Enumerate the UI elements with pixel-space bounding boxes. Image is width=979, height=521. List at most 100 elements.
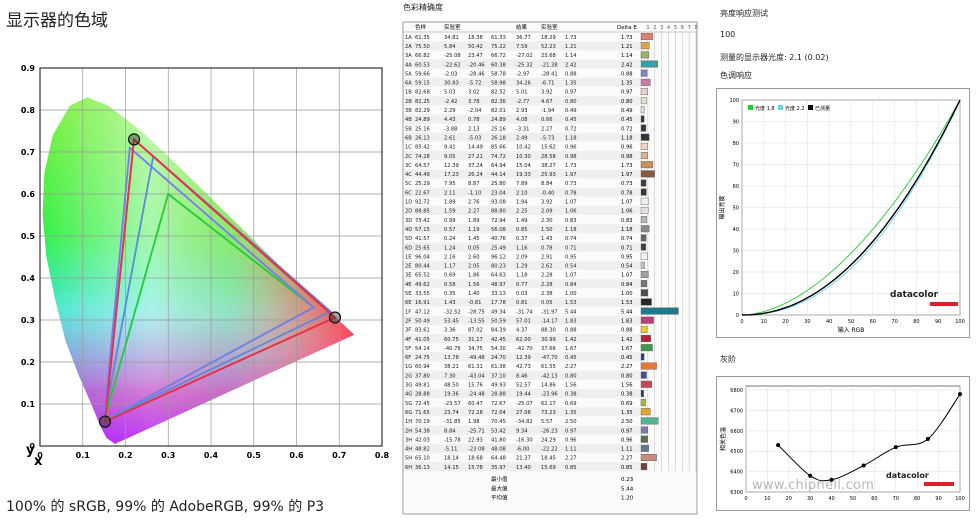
accuracy-cell: 9.05 — [444, 154, 456, 160]
accuracy-cell: -40.76 — [444, 346, 461, 352]
accuracy-scale-tick: 6 — [681, 25, 684, 31]
accuracy-cell: 54.38 — [415, 428, 430, 434]
accuracy-delta-e: 2.27 — [621, 364, 633, 370]
accuracy-bar — [640, 206, 649, 214]
accuracy-delta-e: 1.07 — [621, 200, 633, 206]
accuracy-cell: 34.75 — [468, 346, 483, 352]
gray-brand-bar — [924, 482, 954, 486]
accuracy-delta-e: 0.98 — [621, 154, 633, 160]
accuracy-delta-e: 0.71 — [621, 245, 633, 251]
accuracy-delta-e: 1.07 — [621, 273, 633, 279]
accuracy-row-bg — [404, 187, 640, 197]
accuracy-cell: 0.96 — [565, 145, 577, 151]
accuracy-cell: 92.72 — [415, 200, 430, 206]
accuracy-cell: 1.67 — [565, 346, 577, 352]
accuracy-cell: 48.82 — [415, 447, 430, 453]
accuracy-delta-e: 0.88 — [621, 328, 633, 334]
accuracy-cell: 2.38 — [541, 291, 553, 297]
accuracy-bar — [640, 362, 657, 370]
accuracy-cell: 8.84 — [541, 181, 553, 187]
accuracy-cell: 2.10 — [516, 190, 528, 196]
watermark: www.chiphell.com — [752, 478, 875, 493]
accuracy-cell: 72.94 — [491, 218, 507, 224]
accuracy-cell: 75.50 — [415, 44, 430, 50]
accuracy-cell: -0.81 — [468, 300, 481, 306]
accuracy-delta-e: 1.11 — [621, 447, 633, 453]
accuracy-cell: 1.59 — [444, 209, 456, 215]
tone-response-title: 色调响应 — [720, 71, 752, 80]
accuracy-cell: 28.58 — [541, 154, 556, 160]
cie-x-tick: 0.3 — [161, 451, 175, 460]
accuracy-row-bg — [404, 224, 640, 234]
accuracy-cell: 3E — [405, 273, 412, 279]
accuracy-cell: -2.03 — [444, 71, 457, 77]
accuracy-bar — [640, 179, 647, 187]
accuracy-cell: 1.24 — [444, 245, 456, 251]
accuracy-cell: 71.65 — [415, 410, 430, 416]
accuracy-cell: 42.45 — [491, 337, 506, 343]
color-accuracy-svg: 色样 实验室 结果 实验室 Delta E 1 2 3 4 5 6 7 8 1A 61.35 34.81 18.… — [402, 21, 698, 515]
cie-chart-svg: 0 0.1 0.2 0.3 0.4 0.5 0.6 0.7 0.8 0 0.1 0.2 0.3 0.4 0.… — [21, 64, 390, 469]
cie-y-tick: 0.3 — [21, 316, 35, 325]
accuracy-cell: 0.97 — [565, 428, 577, 434]
accuracy-cell: 6G — [405, 410, 412, 416]
accuracy-cell: 0.96 — [565, 437, 577, 443]
accuracy-row-bg — [404, 333, 640, 344]
accuracy-cell: 0.95 — [565, 254, 577, 260]
black-level-label: 测量的显示器光度: — [720, 53, 787, 62]
accuracy-cell: 27.08 — [516, 410, 531, 416]
accuracy-bar — [640, 97, 647, 105]
accuracy-cell: -1.94 — [541, 108, 555, 114]
gamut-measured — [103, 137, 337, 424]
accuracy-cell: 2.91 — [541, 254, 553, 260]
gray-x-tick: 70 — [893, 496, 899, 502]
accuracy-cell: 0.71 — [565, 245, 577, 251]
accuracy-cell: 1.07 — [565, 273, 577, 279]
accuracy-cell: 73.23 — [541, 410, 556, 416]
accuracy-cell: 3F — [405, 328, 411, 334]
accuracy-cell: 62.00 — [516, 337, 531, 343]
accuracy-cell: 2.09 — [516, 254, 528, 260]
accuracy-scale-tick: 2 — [653, 25, 656, 31]
accuracy-cell: 80.44 — [415, 264, 431, 270]
accuracy-cell: 93.08 — [491, 200, 506, 206]
accuracy-cell: 72.28 — [468, 410, 483, 416]
accuracy-cell: 6F — [405, 355, 411, 361]
accuracy-cell: 0.88 — [565, 71, 577, 77]
accuracy-cell: 18.38 — [468, 35, 483, 41]
accuracy-bar — [640, 33, 654, 41]
accuracy-cell: -2.77 — [516, 99, 529, 105]
measured-primary-marker — [98, 415, 112, 428]
accuracy-bar — [640, 353, 645, 361]
accuracy-cell: 1.43 — [541, 236, 553, 242]
accuracy-cell: 73.42 — [415, 218, 430, 224]
tone-response-svg: 0 10 20 30 40 50 60 70 80 90 100 0 10 20 30 40 50 60 70 80 9… — [716, 88, 970, 338]
accuracy-cell: 2.50 — [565, 419, 577, 425]
accuracy-cell: 5H — [405, 456, 412, 462]
gray-y-tick: 6500 — [730, 449, 743, 455]
accuracy-bar — [640, 389, 644, 397]
cie-frame — [39, 67, 383, 447]
accuracy-cell: 24.70 — [491, 355, 506, 361]
accuracy-cell: 10.30 — [516, 154, 531, 160]
accuracy-bar — [640, 454, 657, 461]
accuracy-bar — [640, 371, 647, 379]
tone-brand: datacolor — [890, 290, 939, 300]
accuracy-cell: -25.08 — [444, 53, 461, 59]
gamut-adobergb — [103, 145, 316, 423]
accuracy-bar — [640, 408, 651, 416]
accuracy-cell: 2.13 — [468, 126, 480, 132]
accuracy-cell: 1.56 — [565, 383, 577, 389]
accuracy-bar — [640, 335, 651, 343]
accuracy-delta-e: 1.35 — [621, 81, 633, 87]
accuracy-cell: 60.94 — [415, 364, 431, 370]
accuracy-cell: 60.47 — [468, 401, 483, 407]
tone-y-tick: 60 — [733, 184, 739, 190]
accuracy-cell: 1.06 — [565, 209, 577, 215]
accuracy-cell: 9.41 — [444, 145, 456, 151]
accuracy-cell: 4D — [405, 227, 412, 233]
accuracy-bar — [640, 426, 648, 434]
gray-x-tick: 60 — [871, 496, 877, 502]
accuracy-cell: 12.39 — [444, 163, 459, 169]
tone-x-tick: 50 — [848, 319, 854, 325]
